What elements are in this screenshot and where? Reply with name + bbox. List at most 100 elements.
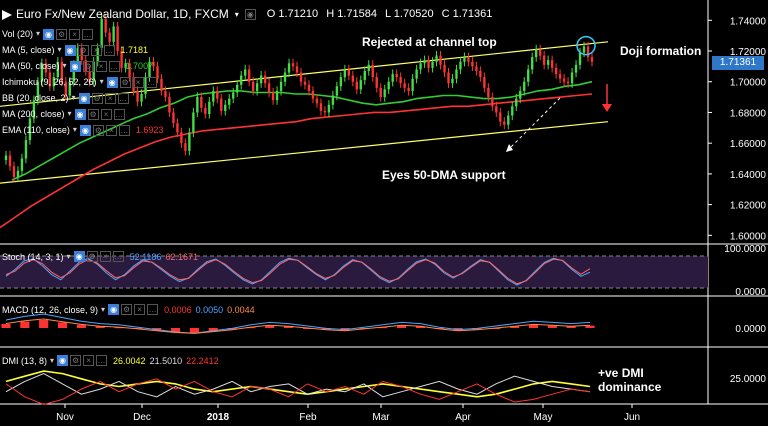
- chevron-down-icon[interactable]: ▾: [62, 61, 67, 70]
- candle-body: [208, 101, 211, 114]
- eye-icon[interactable]: ◉: [78, 92, 90, 104]
- more-icon[interactable]: …: [82, 28, 94, 40]
- indicator-name[interactable]: Vol (20): [2, 29, 34, 39]
- candle-body: [148, 61, 151, 78]
- price-tick-label: 1.70000: [730, 78, 767, 89]
- dmi-label[interactable]: DMI (13, 8): [2, 355, 48, 366]
- settings-icon[interactable]: ⚙: [119, 76, 131, 88]
- candle-body: [255, 83, 259, 91]
- settings-icon[interactable]: ⚙: [92, 124, 104, 136]
- indicator-name[interactable]: BB (20, close, 2): [2, 93, 69, 103]
- candle-body: [299, 72, 303, 82]
- indicator-name[interactable]: MA (50, close): [2, 61, 60, 71]
- indicator-row[interactable]: MA (5, close) ▾ ◉ ⚙ × … 1.7181: [2, 42, 163, 58]
- chevron-down-icon[interactable]: ▾: [99, 77, 104, 86]
- settings-icon[interactable]: ⚙: [86, 251, 98, 262]
- indicator-name[interactable]: Ichimoku (9, 26, 52, 26): [2, 77, 97, 87]
- chevron-down-icon[interactable]: ▾: [57, 45, 62, 54]
- macd-hist-bar: [39, 320, 49, 328]
- settings-icon[interactable]: ⚙: [87, 108, 99, 120]
- eye-icon[interactable]: ◉: [79, 124, 91, 136]
- candle-body: [216, 90, 219, 99]
- candle-body: [395, 74, 398, 78]
- indicator-name[interactable]: EMA (110, close): [2, 125, 70, 135]
- more-icon[interactable]: …: [147, 304, 159, 315]
- chevron-down-icon[interactable]: ▾: [36, 29, 41, 38]
- more-icon[interactable]: …: [118, 124, 130, 136]
- settings-icon[interactable]: ⚙: [56, 28, 68, 40]
- candle-body: [339, 77, 343, 87]
- settings-icon[interactable]: ⚙: [91, 92, 103, 104]
- more-icon[interactable]: …: [113, 108, 125, 120]
- macd-hist-bar: [1, 324, 11, 328]
- chevron-down-icon[interactable]: ▾: [66, 252, 71, 261]
- macd-label[interactable]: MACD (12, 26, close, 9): [2, 304, 99, 315]
- macd-hist-bar: [208, 328, 218, 332]
- chevron-down-icon[interactable]: ▾: [71, 93, 76, 102]
- macd-hist-bar: [284, 326, 294, 328]
- candle-body: [459, 61, 462, 70]
- settings-icon[interactable]: ⚙: [121, 304, 133, 315]
- chevron-down-icon[interactable]: ▾: [72, 125, 77, 134]
- candle-body: [136, 90, 139, 102]
- eye-icon[interactable]: ◉: [73, 251, 85, 262]
- more-icon[interactable]: …: [103, 44, 115, 56]
- more-icon[interactable]: …: [108, 60, 120, 72]
- candle-body: [471, 61, 474, 67]
- candle-body: [319, 103, 323, 111]
- settings-icon[interactable]: ⚙: [82, 60, 94, 72]
- candle-body: [287, 63, 291, 73]
- chevron-down-icon[interactable]: ▾: [50, 356, 55, 365]
- eye-icon[interactable]: ◉: [69, 60, 81, 72]
- indicator-row[interactable]: EMA (110, close) ▾ ◉ ⚙ × … 1.6923: [2, 122, 163, 138]
- macd-hist-bar: [528, 324, 539, 328]
- close-icon[interactable]: ×: [132, 76, 144, 88]
- eye-icon[interactable]: ◉: [244, 8, 256, 20]
- candle-body: [523, 81, 526, 91]
- indicator-row[interactable]: BB (20, close, 2) ▾ ◉ ⚙ × …: [2, 90, 163, 106]
- more-icon[interactable]: …: [112, 251, 124, 262]
- close-icon[interactable]: ×: [104, 92, 116, 104]
- eye-icon[interactable]: ◉: [108, 304, 120, 315]
- candle-body: [283, 72, 287, 82]
- eye-icon[interactable]: ◉: [57, 355, 69, 366]
- settings-icon[interactable]: ⚙: [70, 355, 82, 366]
- candle-body: [399, 77, 402, 84]
- price-tick-label: 1.68000: [730, 108, 767, 119]
- candle-body: [315, 98, 319, 104]
- eye-icon[interactable]: ◉: [74, 108, 86, 120]
- close-icon[interactable]: ×: [95, 60, 107, 72]
- candle-body: [24, 140, 28, 159]
- eye-icon[interactable]: ◉: [64, 44, 76, 56]
- indicator-name[interactable]: MA (200, close): [2, 109, 65, 119]
- close-icon[interactable]: ×: [99, 251, 111, 262]
- candle-body: [303, 81, 307, 85]
- interval-caret-icon[interactable]: ▾: [234, 9, 239, 19]
- chevron-down-icon[interactable]: ▾: [101, 305, 106, 314]
- close-icon[interactable]: ×: [134, 304, 146, 315]
- settings-icon[interactable]: ⚙: [77, 44, 89, 56]
- stoch-label[interactable]: Stoch (14, 3, 1): [2, 251, 64, 262]
- eye-icon[interactable]: ◉: [43, 28, 55, 40]
- close-icon[interactable]: ×: [105, 124, 117, 136]
- close-icon[interactable]: ×: [83, 355, 95, 366]
- indicator-row[interactable]: MA (200, close) ▾ ◉ ⚙ × …: [2, 106, 163, 122]
- indicator-row[interactable]: Ichimoku (9, 26, 52, 26) ▾ ◉ ⚙ × …: [2, 74, 163, 90]
- candle-body: [578, 52, 582, 65]
- more-icon[interactable]: …: [117, 92, 129, 104]
- indicator-row[interactable]: Vol (20) ▾ ◉ ⚙ × …: [2, 26, 163, 42]
- close-icon[interactable]: ×: [100, 108, 112, 120]
- more-icon[interactable]: …: [145, 76, 157, 88]
- candle-body: [375, 77, 378, 88]
- more-icon[interactable]: …: [96, 355, 108, 366]
- candle-body: [160, 78, 163, 91]
- chart-title[interactable]: Euro Fx/New Zealand Dollar, 1D, FXCM: [16, 7, 229, 21]
- eye-icon[interactable]: ◉: [106, 76, 118, 88]
- close-icon[interactable]: ×: [90, 44, 102, 56]
- indicator-row[interactable]: MA (50, close) ▾ ◉ ⚙ × … 1.7007: [2, 58, 163, 74]
- chevron-down-icon[interactable]: ▾: [67, 109, 72, 118]
- indicator-name[interactable]: MA (5, close): [2, 45, 55, 55]
- close-icon[interactable]: ×: [69, 28, 81, 40]
